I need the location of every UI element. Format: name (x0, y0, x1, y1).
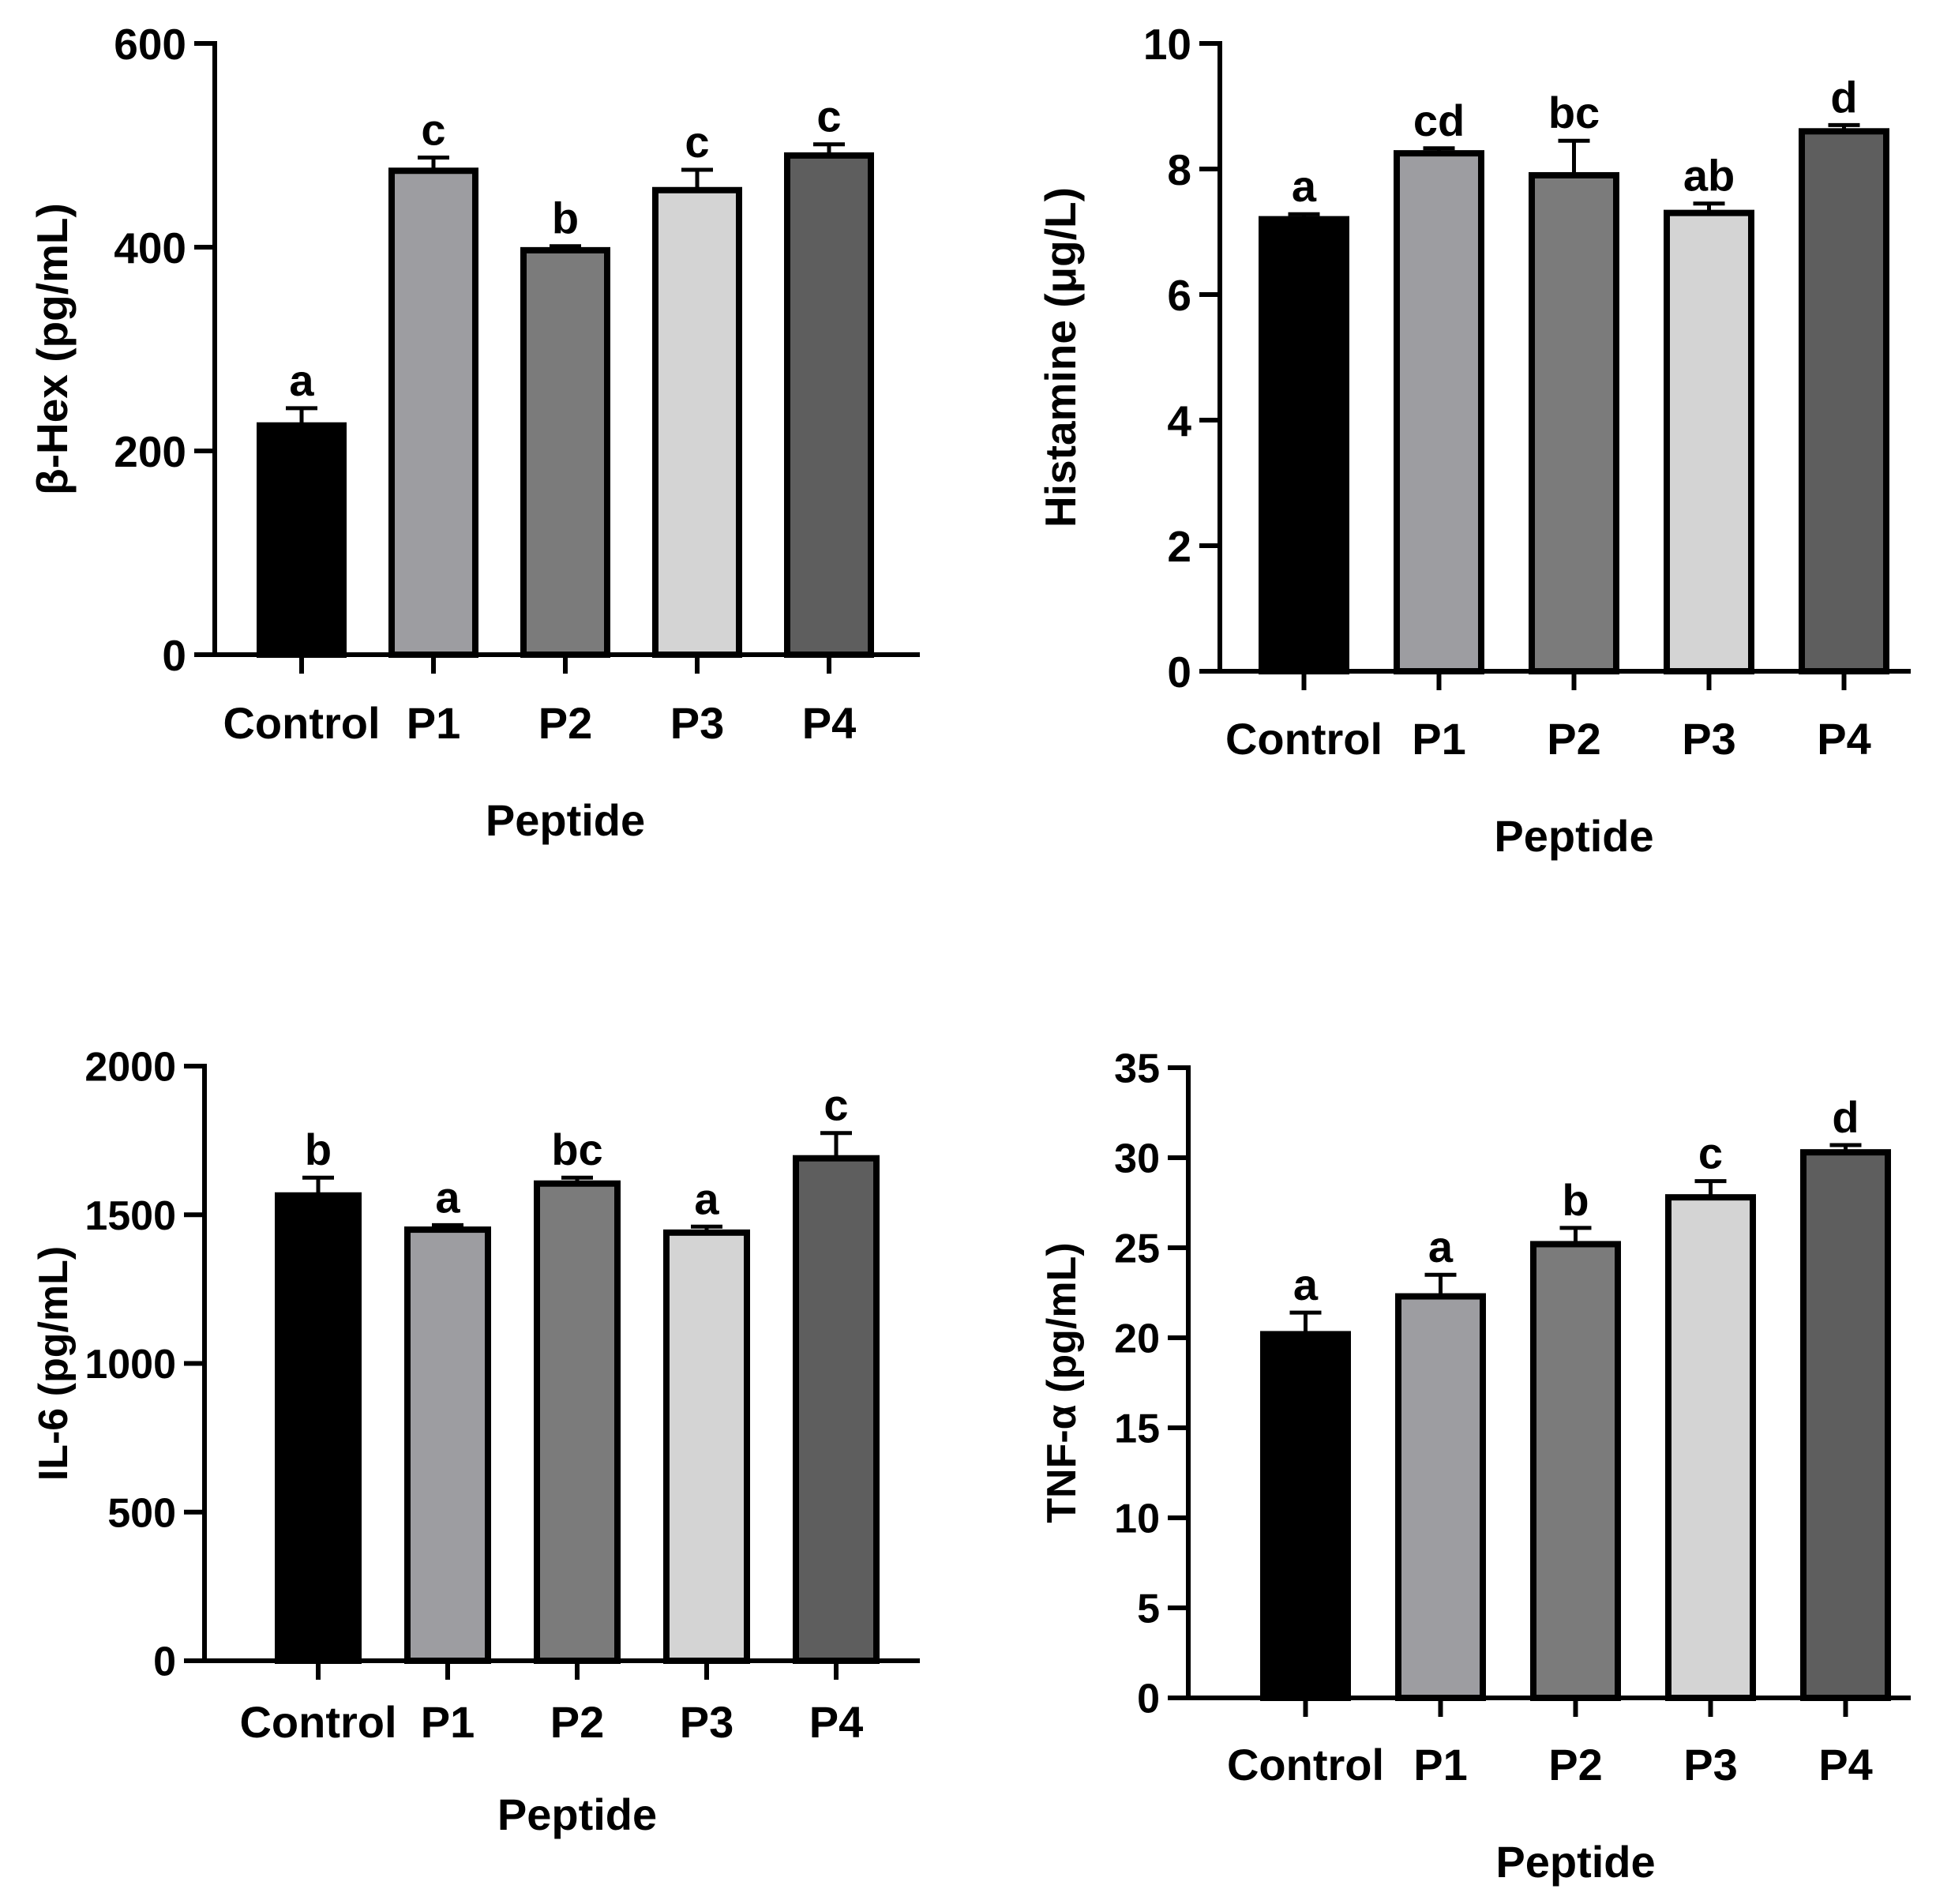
bar (1260, 1331, 1351, 1701)
panel-histamine: Histamine (μg/L) Peptide a cd bc ab d 0 2 4 6 8 10… (1036, 20, 1911, 861)
bar (520, 246, 610, 658)
y-tick-label: 400 (114, 223, 186, 272)
bar (275, 1192, 362, 1664)
panel-il-6: IL-6 (pg/mL) Peptide b a bc a c 0 500 1000 1500 2… (31, 1045, 920, 1839)
y-tick-label: 20 (1114, 1316, 1160, 1362)
significance-letter: d (1832, 1092, 1859, 1142)
bar (1665, 1194, 1756, 1702)
significance-letter: c (1698, 1129, 1723, 1178)
y-tick-label: 10 (1114, 1497, 1160, 1542)
y-tick-label: 8 (1167, 145, 1191, 194)
bar (663, 1229, 750, 1664)
x-tick-label: P2 (538, 698, 593, 748)
bar (1395, 1293, 1486, 1702)
y-tick-label: 35 (1114, 1046, 1160, 1092)
bar (652, 186, 742, 658)
y-tick-label: 1000 (84, 1342, 176, 1388)
y-tick-label: 6 (1167, 271, 1191, 320)
x-tick-label: P4 (809, 1697, 864, 1747)
significance-letter: c (685, 117, 709, 167)
significance-letter: a (1293, 1260, 1319, 1309)
x-axis-label: Peptide (497, 1789, 657, 1839)
y-tick-label: 0 (153, 1639, 176, 1685)
bar (1394, 150, 1484, 674)
x-tick-label: P1 (407, 698, 461, 748)
y-tick-label: 2000 (84, 1045, 176, 1091)
panel-beta-hex: β-Hex (pg/mL) Peptide a c b c c 0 200 400 600 Con… (28, 20, 920, 845)
significance-letter: bc (1548, 88, 1600, 137)
significance-letter: c (816, 92, 841, 141)
bar (1800, 1149, 1891, 1702)
y-tick-label: 10 (1143, 20, 1191, 69)
bar (388, 167, 478, 658)
y-tick-label: 500 (107, 1490, 176, 1536)
x-tick-label: P3 (1682, 714, 1736, 764)
y-tick-label: 200 (114, 427, 186, 476)
bar (793, 1155, 880, 1664)
x-tick-label: Control (1227, 1740, 1384, 1789)
significance-letter: b (552, 193, 579, 243)
y-tick-label: 2 (1167, 522, 1191, 571)
x-tick-label: P1 (1413, 1740, 1468, 1789)
significance-letter: c (421, 104, 445, 154)
x-tick-label: P2 (550, 1697, 605, 1747)
x-axis-label: Peptide (1495, 1837, 1655, 1887)
x-tick-label: P3 (1683, 1740, 1738, 1789)
bar (1259, 216, 1349, 675)
bar (784, 152, 874, 658)
x-tick-label: P3 (680, 1697, 734, 1747)
significance-letter: b (305, 1125, 332, 1174)
x-tick-label: P1 (1412, 714, 1466, 764)
bar (1530, 1241, 1621, 1701)
significance-letter: cd (1413, 96, 1465, 145)
y-axis-label: Histamine (μg/L) (1036, 187, 1085, 528)
y-tick-label: 0 (162, 631, 186, 680)
y-tick-label: 1500 (84, 1193, 176, 1239)
x-tick-label: Control (1225, 714, 1383, 764)
x-tick-label: P4 (1818, 1740, 1873, 1789)
y-axis-label: β-Hex (pg/mL) (28, 203, 77, 495)
y-tick-label: 25 (1114, 1226, 1160, 1272)
x-tick-label: P4 (802, 698, 857, 748)
x-axis-label: Peptide (486, 795, 645, 845)
panel-tnf-alpha: TNF-α (pg/mL) Peptide a a b c d 0 5 10 15 20 25 30 3… (1039, 1046, 1911, 1887)
x-tick-label: P3 (670, 698, 725, 748)
bar (534, 1180, 621, 1664)
significance-letter: ab (1683, 151, 1735, 201)
bar (1664, 209, 1754, 674)
significance-letter: a (694, 1174, 719, 1223)
bar (404, 1226, 491, 1664)
y-tick-label: 15 (1114, 1406, 1160, 1452)
y-axis-label: IL-6 (pg/mL) (31, 1246, 77, 1482)
significance-letter: a (1292, 161, 1317, 211)
significance-letter: c (824, 1080, 848, 1130)
y-axis-label: TNF-α (pg/mL) (1039, 1242, 1085, 1523)
bar (1799, 128, 1889, 675)
x-tick-label: Control (239, 1697, 396, 1747)
y-tick-label: 30 (1114, 1136, 1160, 1182)
significance-letter: a (1428, 1222, 1454, 1271)
significance-letter: d (1830, 72, 1857, 122)
y-tick-label: 0 (1167, 648, 1191, 697)
y-tick-label: 600 (114, 20, 186, 69)
x-tick-label: P2 (1548, 1740, 1603, 1789)
bar (257, 422, 347, 658)
y-tick-label: 5 (1137, 1587, 1160, 1632)
y-tick-label: 4 (1167, 396, 1191, 445)
x-tick-label: Control (223, 698, 380, 748)
significance-letter: a (435, 1172, 460, 1222)
x-tick-label: P2 (1547, 714, 1601, 764)
significance-letter: bc (551, 1125, 602, 1174)
bar (1529, 171, 1619, 674)
x-axis-label: Peptide (1494, 811, 1653, 861)
x-tick-label: P1 (421, 1697, 475, 1747)
significance-letter: b (1562, 1175, 1589, 1225)
x-tick-label: P4 (1817, 714, 1871, 764)
y-tick-label: 0 (1137, 1677, 1160, 1722)
significance-letter: a (289, 355, 314, 405)
